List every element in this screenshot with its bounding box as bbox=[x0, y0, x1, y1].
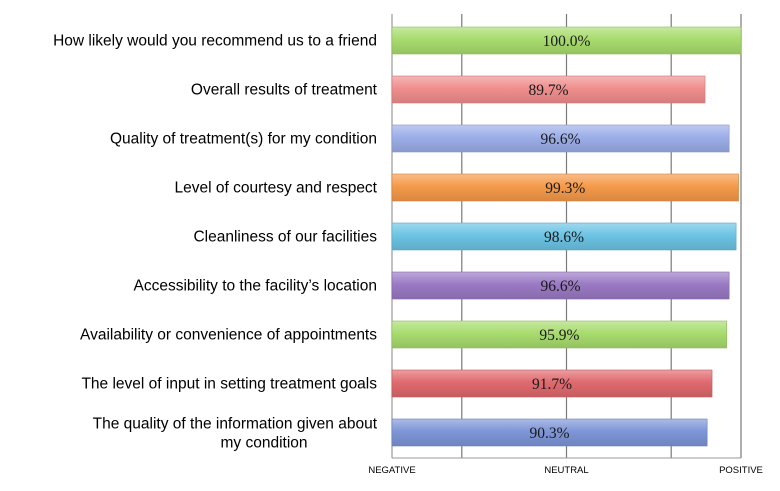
data-label: 99.3% bbox=[545, 180, 585, 197]
data-label: 100.0% bbox=[543, 33, 591, 50]
category-label: Overall results of treatment bbox=[191, 82, 378, 99]
category-label: How likely would you recommend us to a f… bbox=[53, 33, 377, 50]
data-label: 90.3% bbox=[530, 425, 570, 442]
category-label: Cleanliness of our facilities bbox=[193, 229, 377, 246]
category-label: Accessibility to the facility’s location bbox=[133, 278, 377, 295]
category-label: Level of courtesy and respect bbox=[175, 180, 378, 197]
category-label: The level of input in setting treatment … bbox=[81, 376, 377, 393]
data-label: 96.6% bbox=[541, 131, 581, 148]
data-label: 98.6% bbox=[544, 229, 584, 246]
x-axis-ticks: NEGATIVE NEUTRAL POSITIVE bbox=[368, 465, 763, 476]
category-label: The quality of the information given abo… bbox=[93, 416, 378, 452]
data-label: 89.7% bbox=[529, 82, 569, 99]
data-label: 96.6% bbox=[541, 278, 581, 295]
bar bbox=[391, 320, 727, 349]
data-label: 91.7% bbox=[532, 376, 572, 393]
bar bbox=[391, 271, 730, 300]
bar bbox=[391, 173, 739, 202]
category-label: Availability or convenience of appointme… bbox=[80, 327, 377, 344]
x-tick-label: POSITIVE bbox=[719, 465, 763, 476]
bar bbox=[391, 124, 730, 153]
x-tick-label: NEGATIVE bbox=[368, 465, 415, 476]
bar bbox=[391, 75, 706, 104]
category-labels: How likely would you recommend us to a f… bbox=[53, 33, 378, 452]
bar bbox=[391, 222, 737, 251]
x-tick-label: NEUTRAL bbox=[544, 465, 588, 476]
data-label: 95.9% bbox=[539, 327, 579, 344]
bar bbox=[391, 418, 708, 447]
bar bbox=[391, 26, 742, 55]
bar bbox=[391, 369, 713, 398]
bars: 100.0% 89.7% 96.6% 99.3% 98.6% 96.6% 95.9% 91.7… bbox=[391, 26, 742, 447]
category-label: Quality of treatment(s) for my condition bbox=[110, 131, 377, 148]
